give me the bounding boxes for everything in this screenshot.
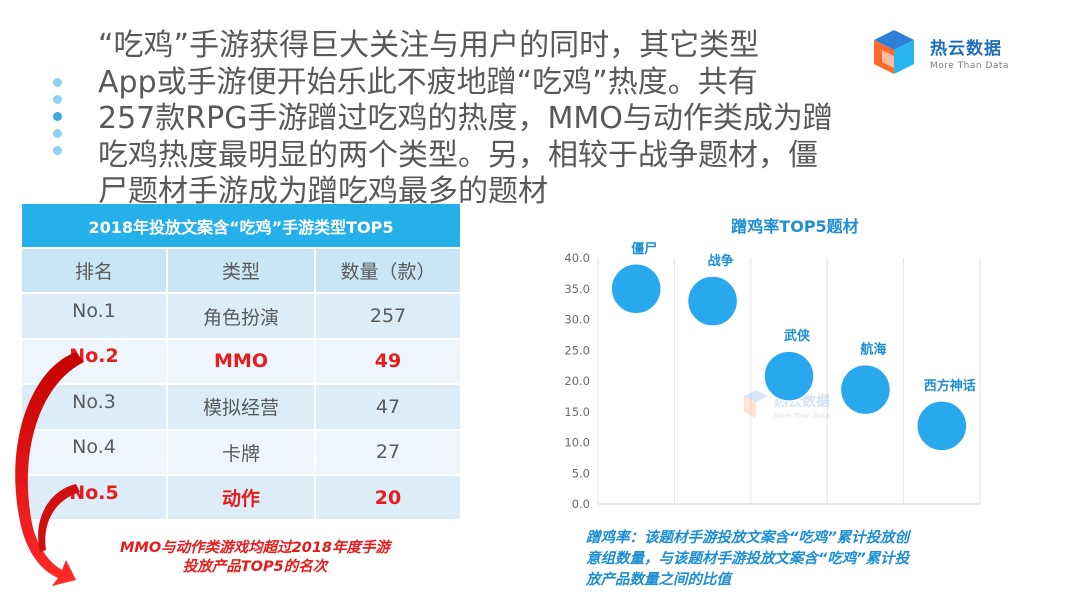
logo-name: 热云数据 xyxy=(930,39,1002,59)
header-count: 数量（款） xyxy=(316,249,460,293)
chart-bubble xyxy=(763,350,815,402)
header-type: 类型 xyxy=(168,249,316,293)
type-cell: 角色扮演 xyxy=(168,294,316,338)
count-cell: 49 xyxy=(316,339,460,384)
right-note: 蹭鸡率：该题材手游投放文案含“吃鸡”累计投放创 意组数量，与该题材手游投放文案含… xyxy=(586,528,1006,591)
red-curved-arrow-icon xyxy=(15,352,85,586)
chart-bubble xyxy=(610,263,662,315)
count-cell: 47 xyxy=(316,385,460,429)
type-cell: 模拟经营 xyxy=(168,385,316,429)
table-header-row: 排名 类型 数量（款） xyxy=(22,247,460,293)
bullet-dot xyxy=(53,146,62,155)
chart-bubble-label: 僵尸 xyxy=(631,241,657,257)
bullet-dot xyxy=(53,78,62,87)
cube-logo-icon xyxy=(874,30,914,74)
logo-tagline: More Than Data xyxy=(930,61,1009,71)
type-cell: MMO xyxy=(168,339,316,384)
left-note-line: 投放产品TOP5的名次 xyxy=(182,559,328,575)
rank-cell: No.3 xyxy=(22,385,168,429)
table-row: No.4 卡牌 27 xyxy=(22,428,460,474)
chart-bubble-label: 战争 xyxy=(708,253,734,269)
count-cell: 257 xyxy=(316,294,460,338)
watermark-logo-icon xyxy=(744,396,756,418)
rank-cell: No.1 xyxy=(22,294,168,338)
watermark-tagline: More Than Data xyxy=(774,412,830,420)
header-rank: 排名 xyxy=(22,249,168,293)
headline-line: 尸题材手游成为蹭吃鸡最多的题材 xyxy=(98,174,548,209)
right-note-line: 意组数量，与该题材手游投放文案含“吃鸡”累计投 xyxy=(586,551,910,567)
chart-y-tick-label: 15.0 xyxy=(564,405,590,419)
right-note-line: 蹭鸡率：该题材手游投放文案含“吃鸡”累计投放创 xyxy=(586,530,910,546)
headline-line: App或手游便开始乐此不疲地蹭“吃鸡”热度。共有 xyxy=(98,64,758,100)
chart-y-tick-label: 35.0 xyxy=(564,282,590,296)
headline-text: “吃鸡”手游获得巨大关注与用户的同时，其它类型 App或手游便开始乐此不疲地蹭“… xyxy=(98,28,868,211)
brand-logo: 热云数据 More Than Data xyxy=(868,28,1038,82)
bullet-dot xyxy=(53,95,62,104)
table-row: No.3 模拟经营 47 xyxy=(22,383,460,429)
chart-y-tick-label: 25.0 xyxy=(564,343,590,357)
chart-y-tick-label: 5.0 xyxy=(572,466,590,480)
type-cell: 卡牌 xyxy=(168,430,316,474)
chart-y-tick-label: 40.0 xyxy=(564,251,590,265)
headline-line: “吃鸡”手游获得巨大关注与用户的同时，其它类型 xyxy=(98,28,760,63)
chart-bubble xyxy=(686,275,739,327)
headline-line: 257款RPG手游蹭过吃鸡的热度，MMO与动作类成为蹭 xyxy=(98,101,833,136)
bullet-dot xyxy=(53,129,62,138)
chart-bubble xyxy=(916,400,968,452)
headline-line: 吃鸡热度最明显的两个类型。另，相较于战争题材，僵 xyxy=(98,137,818,173)
chart-y-tick-label: 10.0 xyxy=(564,436,590,450)
rank-cell: No.4 xyxy=(22,430,168,474)
chart-bubble xyxy=(839,363,892,416)
table-row: No.1 角色扮演 257 xyxy=(22,292,460,338)
type-cell: 动作 xyxy=(168,475,316,520)
bubble-chart: 蹭鸡率TOP5题材 0.0 5.0 10.0 15.0 20.0 25.0 30.0 35.0 4… xyxy=(564,217,981,511)
chart-bubble-label: 西方神话 xyxy=(924,378,976,394)
chart-bubble-label: 武侠 xyxy=(784,328,811,344)
count-cell: 20 xyxy=(316,475,460,520)
chart-title: 蹭鸡率TOP5题材 xyxy=(731,217,858,236)
table-row: No.2 MMO 49 xyxy=(22,337,460,384)
chart-y-tick-label: 30.0 xyxy=(564,313,590,327)
left-note: MMO与动作类游戏均超过2018年度手游 投放产品TOP5的名次 xyxy=(70,539,440,577)
bullet-dot xyxy=(53,112,62,121)
right-note-line: 放产品数量之间的比值 xyxy=(586,572,731,588)
chart-y-tick-label: 0.0 xyxy=(572,497,590,511)
chart-bubble-label: 航海 xyxy=(860,342,886,358)
table-title: 2018年投放文案含“吃鸡”手游类型TOP5 xyxy=(22,204,460,247)
chart-y-tick-label: 20.0 xyxy=(564,374,590,388)
type-ranking-table: 2018年投放文案含“吃鸡”手游类型TOP5 排名 类型 数量（款） No.1 … xyxy=(22,204,460,520)
left-note-line: MMO与动作类游戏均超过2018年度手游 xyxy=(119,540,391,556)
count-cell: 27 xyxy=(316,430,460,474)
watermark-logo-icon xyxy=(744,390,768,402)
